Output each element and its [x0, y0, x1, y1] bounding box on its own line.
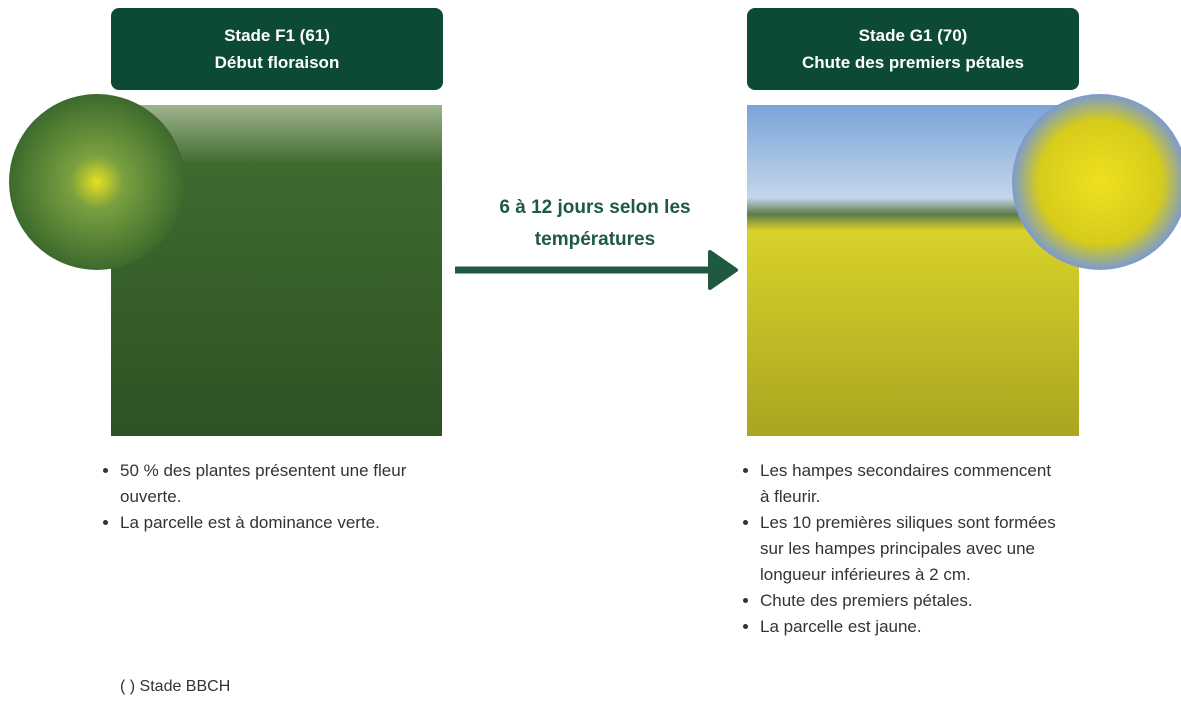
bullet: 50 % des plantes présentent une fleur ou… [120, 458, 430, 510]
stage-subtitle: Début floraison [214, 53, 340, 72]
stage-subtitle: Chute des premiers pétales [801, 53, 1025, 72]
stage-title: Stade G1 (70) [858, 26, 968, 45]
bullet: Chute des premiers pétales. [760, 588, 1060, 614]
photo-g1-detail [1012, 94, 1181, 270]
stage-header: Stade G1 (70) Chute des premiers pétales [747, 8, 1079, 90]
bullet: Les hampes secondaires commencent à fleu… [760, 458, 1060, 510]
bullet-list: 50 % des plantes présentent une fleur ou… [92, 458, 430, 536]
stage-header: Stade F1 (61) Début floraison [111, 8, 443, 90]
stage-title: Stade F1 (61) [224, 26, 330, 45]
bullet: La parcelle est jaune. [760, 614, 1060, 640]
bullet: Les 10 premières siliques sont formées s… [760, 510, 1060, 588]
arrow-head [708, 250, 738, 290]
bullet-list: Les hampes secondaires commencent à fleu… [732, 458, 1060, 640]
transition-label: 6 à 12 jours selon les températures [499, 197, 691, 250]
bullet: La parcelle est à dominance verte. [120, 510, 430, 536]
footnote: ( ) Stade BBCH [120, 678, 231, 695]
photo-f1-detail [9, 94, 185, 270]
